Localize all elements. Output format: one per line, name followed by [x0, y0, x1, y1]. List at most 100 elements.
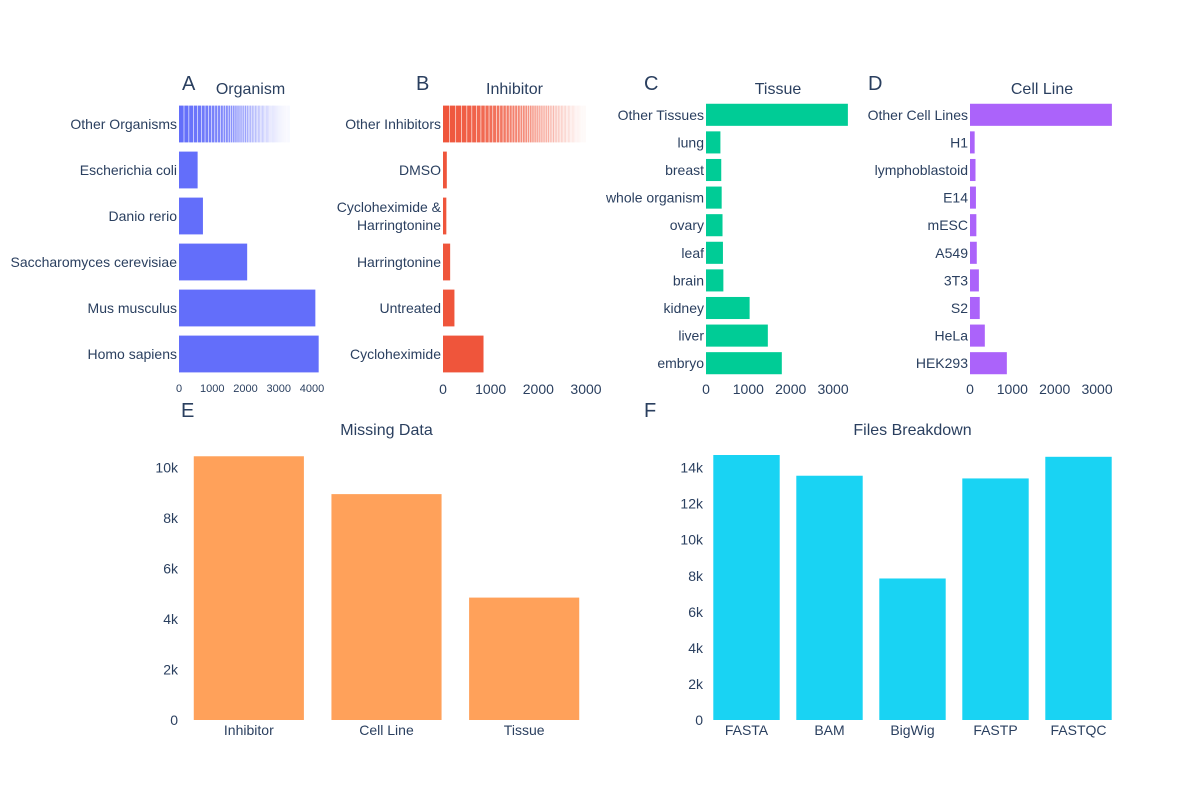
bar-segment — [509, 105, 512, 143]
subplot-F: F Files Breakdown FASTA BAM BigWig FASTP FASTQ… — [644, 400, 1112, 738]
bar-segment — [525, 105, 528, 143]
bar-segment — [267, 105, 268, 143]
bar-segment — [527, 105, 530, 143]
bar-segment — [566, 105, 568, 143]
x-tick-label: 2000 — [1039, 381, 1070, 397]
bar-segment — [496, 105, 500, 143]
bar-segment — [179, 105, 184, 143]
bar-segment — [193, 105, 198, 143]
bar-segment — [551, 105, 553, 143]
bar-segment — [476, 105, 481, 143]
bar-segment — [489, 105, 493, 143]
category-label: DMSO — [399, 162, 441, 178]
bar-segment — [218, 105, 221, 143]
bar-segment — [515, 105, 518, 143]
subplot-letter: A — [182, 73, 196, 95]
category-label: Escherichia coli — [80, 162, 177, 178]
subplot-title: Cell Line — [1011, 81, 1073, 98]
bar — [962, 478, 1029, 720]
bar-segment — [257, 105, 259, 143]
category-label: 3T3 — [944, 272, 968, 288]
bar-segment — [512, 105, 515, 143]
bar — [970, 103, 1112, 126]
bar-segment — [554, 105, 556, 143]
y-tick-label: 6k — [163, 561, 179, 577]
bar-segment — [189, 105, 194, 143]
category-label: Other Tissues — [618, 107, 704, 123]
category-label: mESC — [928, 217, 968, 233]
bar — [706, 214, 723, 237]
bar-segment — [265, 105, 267, 143]
bar-segment — [569, 105, 571, 143]
x-tick-label: Tissue — [504, 722, 545, 738]
bar — [706, 103, 848, 126]
bar-segment — [542, 105, 544, 143]
bar-segment — [244, 105, 247, 143]
bar — [970, 131, 975, 154]
bar — [706, 131, 721, 154]
y-tick-label: 0 — [170, 712, 178, 728]
bar-segment — [532, 105, 534, 143]
subplot-C: C Tissue Other Tissues lung breast whole orga… — [605, 73, 849, 397]
bar-segment — [268, 105, 270, 143]
bar-segment — [582, 105, 584, 143]
bar-segment — [485, 105, 489, 143]
category-label: Harringtonine — [357, 254, 441, 270]
bar-segment — [253, 105, 255, 143]
y-tick-label: 8k — [688, 568, 704, 584]
x-tick-label: 3000 — [1081, 381, 1112, 397]
bar — [706, 269, 724, 292]
bar-segment — [567, 105, 569, 143]
category-label: breast — [665, 162, 704, 178]
y-tick-label: 4k — [163, 611, 179, 627]
bar — [443, 197, 447, 235]
bar-segment — [503, 105, 506, 143]
x-tick-label: 1000 — [733, 381, 764, 397]
bar-segment — [184, 105, 189, 143]
category-label: whole organism — [605, 190, 704, 206]
category-label: Untreated — [380, 300, 441, 316]
bar-segment — [254, 105, 256, 143]
bar — [179, 243, 248, 281]
bar-segment — [449, 105, 456, 143]
bar — [469, 597, 580, 720]
bar-segment — [246, 105, 248, 143]
bar-segment — [581, 105, 583, 143]
bar-segment — [220, 105, 223, 143]
x-tick-label: 0 — [176, 383, 182, 395]
x-tick-label: 0 — [966, 381, 974, 397]
category-label: Mus musculus — [88, 300, 177, 316]
bar-segment — [520, 105, 523, 143]
bar-segment — [269, 105, 271, 143]
subplot-letter: E — [181, 400, 194, 422]
category-label: Saccharomyces cerevisiae — [10, 254, 177, 270]
x-tick-label: 2000 — [523, 381, 554, 397]
x-tick-label: FASTP — [973, 722, 1017, 738]
bar — [1045, 456, 1112, 720]
subplot-B: B Inhibitor Other Inhibitors DMSO Cyclohexim… — [337, 73, 602, 397]
category-label: lymphoblastoid — [875, 162, 968, 178]
category-label: Other Organisms — [70, 116, 177, 132]
category-label: Danio rerio — [109, 208, 178, 224]
bar-other-stack — [179, 105, 290, 143]
bar-segment — [578, 105, 579, 143]
category-label: Homo sapiens — [88, 346, 178, 362]
bar-segment — [556, 105, 558, 143]
bar — [970, 352, 1007, 375]
x-tick-label: Cell Line — [359, 722, 414, 738]
bar-segment — [549, 105, 551, 143]
bar-segment — [522, 105, 525, 143]
bar-segment — [500, 105, 503, 143]
bar — [970, 296, 980, 320]
subplot-letter: D — [868, 73, 882, 95]
bar-segment — [223, 105, 226, 143]
category-label: Other Inhibitors — [345, 116, 441, 132]
bar — [970, 241, 977, 264]
y-tick-label: 10k — [680, 532, 704, 548]
bar — [879, 578, 946, 720]
bar-segment — [241, 105, 243, 143]
bar — [443, 151, 447, 189]
y-tick-label: 0 — [695, 712, 703, 728]
x-tick-label: 1000 — [997, 381, 1028, 397]
bar — [179, 335, 319, 373]
